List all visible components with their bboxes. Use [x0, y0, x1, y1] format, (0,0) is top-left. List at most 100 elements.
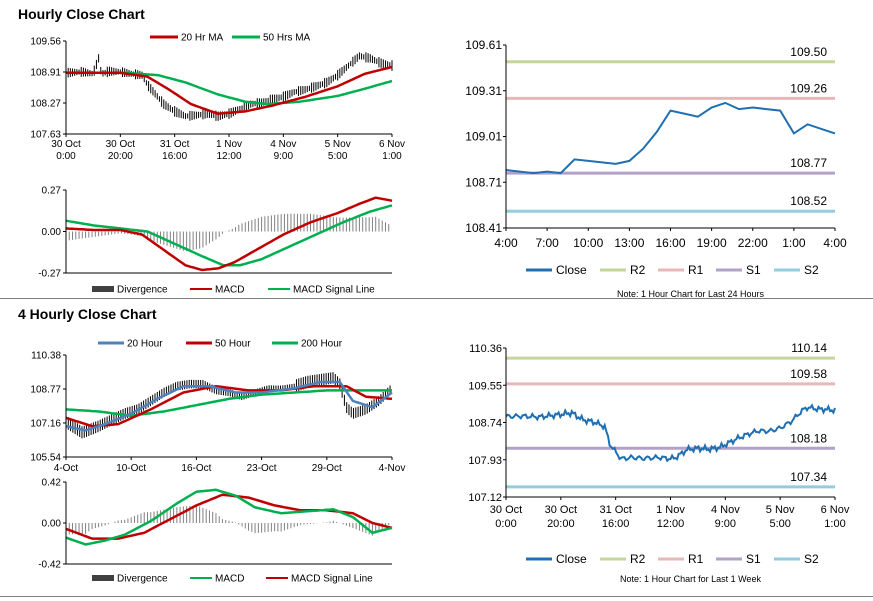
y-tick-label: 108.71 — [465, 175, 502, 189]
x-tick-label: 5:00 — [328, 151, 348, 162]
y-tick-label: 107.16 — [30, 419, 61, 430]
x-tick-label: 30 Oct — [545, 504, 577, 516]
y-tick-label: 108.77 — [30, 385, 61, 396]
y-tick-label: 107.12 — [468, 492, 502, 504]
legend-label: 50 Hour — [215, 339, 251, 350]
y-tick-label: 0.00 — [42, 519, 62, 530]
y-tick-label: 107.63 — [30, 130, 61, 141]
legend-label: MACD Signal Line — [293, 285, 375, 296]
y-tick-label: -0.42 — [38, 560, 61, 571]
x-tick-label: 30 Oct — [106, 139, 136, 150]
y-tick-label: 109.56 — [30, 37, 61, 48]
y-tick-label: 105.54 — [30, 453, 61, 464]
level-label-s2: 108.52 — [790, 194, 827, 208]
y-tick-label: 110.38 — [31, 351, 61, 362]
chart-note: Note: 1 Hour Chart for Last 1 Week — [620, 574, 761, 584]
x-tick-label: 16:00 — [655, 236, 685, 250]
x-tick-label: 1:00 — [824, 518, 845, 530]
x-tick-label: 30 Oct — [490, 504, 522, 516]
x-tick-label: 4 Nov — [270, 139, 296, 150]
x-tick-label: 5 Nov — [766, 504, 795, 516]
x-tick-label: 4 Nov — [711, 504, 740, 516]
x-tick-label: 30 Oct — [51, 139, 81, 150]
x-tick-label: 1:00 — [782, 236, 806, 250]
y-tick-label: 108.41 — [465, 221, 502, 235]
x-tick-label: 31 Oct — [160, 139, 190, 150]
legend-label: 20 Hour — [127, 339, 163, 350]
y-tick-label: 109.55 — [468, 380, 502, 392]
x-tick-label: 16-Oct — [181, 463, 211, 474]
x-tick-label: 16:00 — [602, 518, 630, 530]
legend-label-s1: S1 — [746, 263, 761, 277]
x-tick-label: 4:00 — [494, 236, 518, 250]
y-tick-label: 107.93 — [468, 455, 502, 467]
legend-label-s2: S2 — [804, 552, 819, 566]
legend-label: Divergence — [117, 574, 168, 585]
close-line — [505, 101, 836, 175]
section-divider — [0, 298, 873, 299]
legend-label-r1: R1 — [688, 263, 704, 277]
legend-label-s1: S1 — [746, 552, 761, 566]
legend-label-s2: S2 — [804, 263, 819, 277]
x-tick-label: 29-Oct — [312, 463, 342, 474]
x-tick-label: 12:00 — [657, 518, 685, 530]
x-tick-label: 1 Nov — [656, 504, 685, 516]
x-tick-label: 7:00 — [535, 236, 559, 250]
four-hourly-macd-chart: 0.42 0.00 -0.42 Divergence MACD MACD Signal L… — [38, 478, 393, 585]
legend-label: MACD — [215, 574, 244, 585]
legend-label-r2: R2 — [630, 263, 646, 277]
x-tick-label: 9:00 — [274, 151, 294, 162]
x-tick-label: 22:00 — [738, 236, 768, 250]
hourly-macd-chart: 0.27 0.00 -0.27 Divergence MACD MACD Signal L… — [38, 186, 393, 296]
ma200-line — [65, 389, 392, 417]
x-tick-label: 1:00 — [382, 151, 402, 162]
legend-label-r1: R1 — [688, 552, 704, 566]
x-tick-label: 23-Oct — [247, 463, 277, 474]
macd-signal-line — [65, 204, 393, 267]
legend-label: MACD — [215, 285, 244, 296]
y-tick-label: 108.74 — [468, 418, 502, 430]
four-hourly-price-chart: 110.38 108.77 107.16 105.544-Oct 10-Oct 16-Oc… — [30, 339, 405, 475]
y-tick-label: 108.27 — [30, 99, 61, 110]
y-tick-label: 0.42 — [42, 478, 62, 489]
level-label-r2: 109.50 — [790, 45, 827, 59]
legend-label-close: Close — [556, 263, 587, 277]
x-tick-label: 6 Nov — [379, 139, 405, 150]
x-tick-label: 16:00 — [162, 151, 187, 162]
x-tick-label: 19:00 — [697, 236, 727, 250]
close-line — [505, 403, 836, 463]
macd-line — [65, 488, 393, 546]
x-tick-label: 12:00 — [216, 151, 241, 162]
y-tick-label: -0.27 — [38, 269, 61, 280]
y-tick-label: 0.27 — [42, 186, 62, 197]
legend-label: 50 Hrs MA — [263, 33, 311, 44]
hourly-section-title: Hourly Close Chart — [18, 6, 145, 22]
level-label-r1: 109.26 — [790, 81, 827, 95]
x-tick-label: 4-Nov — [379, 463, 406, 474]
y-tick-label: 108.91 — [30, 68, 61, 79]
x-tick-label: 5:00 — [769, 518, 790, 530]
macd-line — [65, 196, 393, 272]
legend-label-r2: R2 — [630, 552, 646, 566]
y-tick-label: 110.36 — [469, 343, 502, 355]
legend-swatch — [92, 575, 114, 581]
x-tick-label: 0:00 — [56, 151, 76, 162]
macd-signal-line — [65, 493, 393, 540]
x-tick-label: 31 Oct — [599, 504, 631, 516]
level-label-s1: 108.77 — [790, 156, 827, 170]
y-tick-label: 109.01 — [465, 130, 502, 144]
level-label-s2: 107.34 — [790, 470, 827, 484]
ma50-line — [66, 71, 393, 106]
x-tick-label: 20:00 — [547, 518, 575, 530]
four-hourly-pivot-chart: 110.14 109.58 108.18 107.34 110.36 109.55 108.… — [468, 341, 850, 584]
ma20-line — [65, 380, 393, 432]
y-tick-label: 109.61 — [465, 38, 502, 52]
x-tick-label: 20:00 — [108, 151, 133, 162]
legend-label: Divergence — [117, 285, 168, 296]
ma20-line — [66, 65, 393, 116]
ma50-line — [65, 384, 393, 428]
chart-note: Note: 1 Hour Chart for Last 24 Hours — [617, 289, 765, 299]
legend-swatch — [92, 286, 114, 292]
x-tick-label: 1 Nov — [216, 139, 242, 150]
